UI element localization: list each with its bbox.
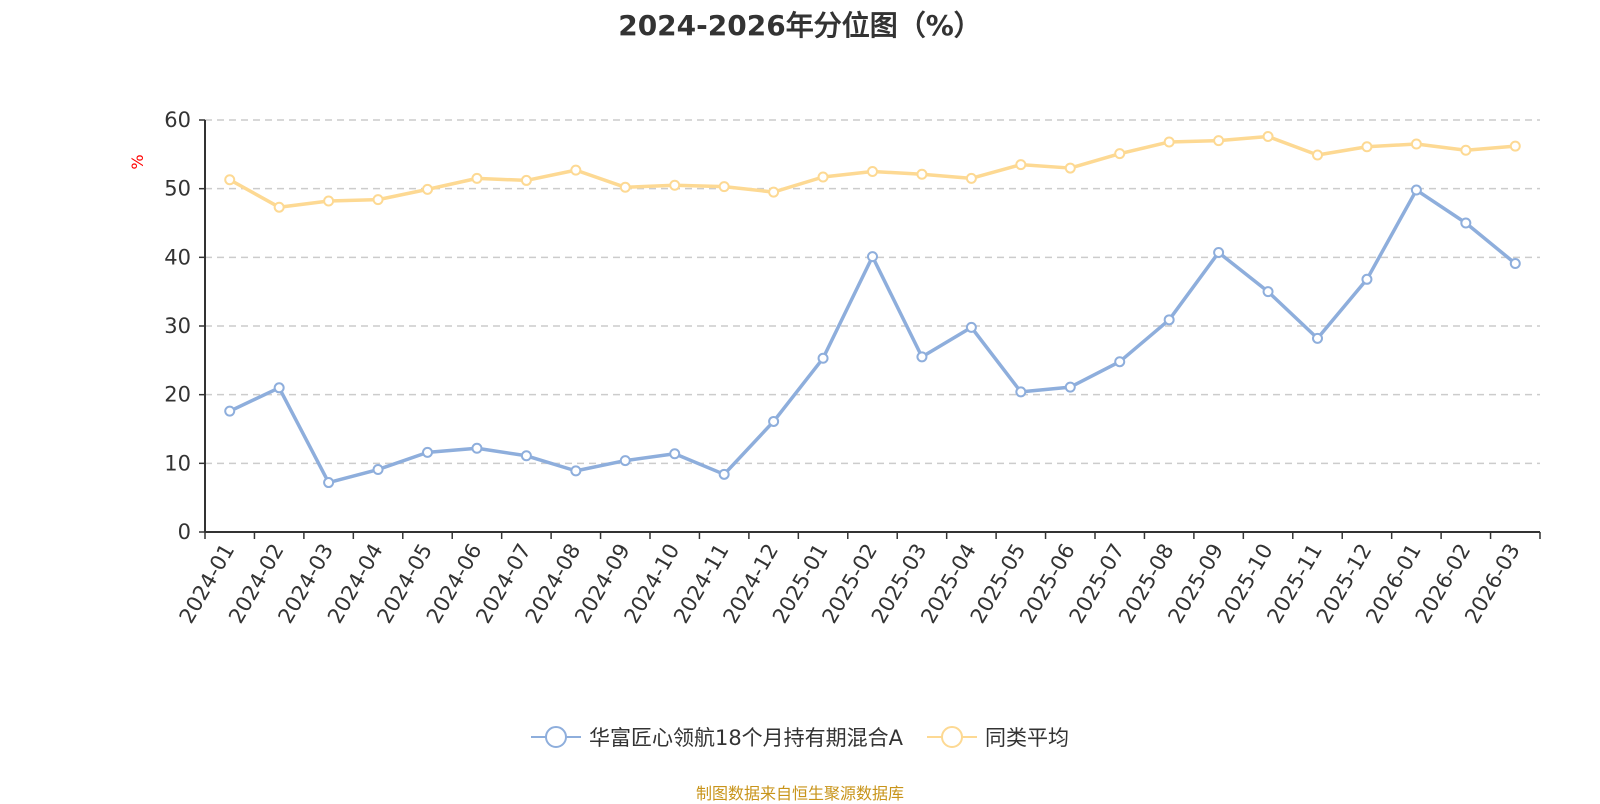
legend-item-series-1[interactable]: 同类平均 xyxy=(927,722,1069,752)
data-point-0 xyxy=(273,382,285,394)
data-point-1 xyxy=(372,194,384,206)
data-point-0 xyxy=(965,321,977,333)
data-point-1 xyxy=(718,181,730,193)
data-point-0 xyxy=(1460,217,1472,229)
y-axis-label: % xyxy=(128,154,147,169)
data-point-0 xyxy=(718,468,730,480)
data-point-1 xyxy=(471,172,483,184)
data-point-0 xyxy=(817,352,829,364)
axes: 01020304050602024-012024-022024-032024-0… xyxy=(164,108,1541,627)
series-lines xyxy=(224,130,1521,489)
data-point-1 xyxy=(273,201,285,213)
data-point-0 xyxy=(1262,286,1274,298)
y-tick-label: 30 xyxy=(164,314,191,338)
data-point-0 xyxy=(1163,314,1175,326)
legend-label: 华富匠心领航18个月持有期混合A xyxy=(588,726,904,750)
data-point-1 xyxy=(1361,141,1373,153)
y-tick-label: 60 xyxy=(164,108,191,132)
data-point-1 xyxy=(768,186,780,198)
legend: 华富匠心领航18个月持有期混合A 同类平均 xyxy=(0,722,1600,752)
data-point-0 xyxy=(1509,258,1521,270)
y-tick-label: 40 xyxy=(164,245,191,269)
data-point-1 xyxy=(520,174,532,186)
data-point-1 xyxy=(570,164,582,176)
data-point-0 xyxy=(520,450,532,462)
data-point-1 xyxy=(1410,138,1422,150)
data-point-0 xyxy=(570,465,582,477)
data-point-0 xyxy=(1410,184,1422,196)
data-point-1 xyxy=(323,195,335,207)
data-point-0 xyxy=(224,405,236,417)
data-point-1 xyxy=(1015,159,1027,171)
data-point-0 xyxy=(916,351,928,363)
data-point-0 xyxy=(1015,386,1027,398)
source-note: 制图数据来自恒生聚源数据库 xyxy=(695,784,904,803)
data-point-1 xyxy=(965,172,977,184)
data-point-1 xyxy=(817,171,829,183)
data-point-1 xyxy=(224,174,236,186)
legend-line-circle-icon xyxy=(530,726,581,748)
y-tick-label: 0 xyxy=(178,520,191,544)
legend-item-series-0[interactable]: 华富匠心领航18个月持有期混合A xyxy=(530,722,904,752)
data-point-1 xyxy=(916,168,928,180)
data-point-1 xyxy=(619,181,631,193)
data-point-0 xyxy=(1312,332,1323,344)
data-point-0 xyxy=(323,477,335,489)
data-point-1 xyxy=(1114,148,1126,160)
data-point-1 xyxy=(1262,130,1274,142)
data-point-1 xyxy=(1509,140,1521,152)
data-point-1 xyxy=(422,183,433,195)
data-point-1 xyxy=(867,166,878,177)
y-tick-label: 50 xyxy=(164,177,191,201)
data-point-0 xyxy=(867,251,878,263)
y-tick-label: 20 xyxy=(164,383,191,407)
data-point-1 xyxy=(669,179,681,191)
legend-line-circle-icon xyxy=(927,726,978,748)
data-point-0 xyxy=(422,446,433,458)
data-point-0 xyxy=(768,415,780,427)
y-tick-label: 10 xyxy=(164,451,191,475)
data-point-1 xyxy=(1460,144,1472,156)
data-point-0 xyxy=(372,464,384,476)
data-point-1 xyxy=(1163,136,1175,148)
data-point-0 xyxy=(471,442,483,454)
data-point-0 xyxy=(1114,356,1126,368)
data-point-0 xyxy=(1361,273,1373,285)
data-point-1 xyxy=(1064,162,1076,174)
data-point-0 xyxy=(1064,381,1076,393)
data-point-0 xyxy=(619,455,631,467)
data-point-0 xyxy=(1213,247,1225,259)
data-point-1 xyxy=(1213,135,1225,147)
data-point-0 xyxy=(669,448,681,460)
legend-label: 同类平均 xyxy=(985,726,1070,750)
chart-title: 2024-2026年分位图（%） xyxy=(618,9,982,42)
data-point-1 xyxy=(1312,149,1323,161)
